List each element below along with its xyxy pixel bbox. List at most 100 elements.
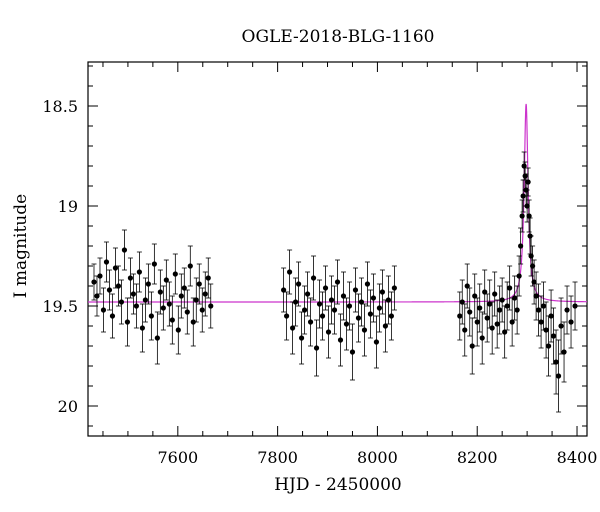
data-point [163, 277, 169, 283]
data-point [145, 281, 151, 287]
data-point [97, 273, 103, 279]
data-point [494, 321, 500, 327]
data-point [151, 261, 157, 267]
data-point [208, 303, 214, 309]
data-point [142, 297, 148, 303]
data-point [175, 327, 181, 333]
data-point [187, 263, 193, 269]
data-point [136, 269, 142, 275]
data-point [346, 303, 353, 309]
plot-area [87, 61, 588, 437]
data-point [492, 291, 498, 297]
data-point [524, 203, 530, 209]
data-point [388, 313, 394, 319]
data-point [301, 307, 308, 313]
data-point [118, 299, 125, 305]
data-point [540, 303, 547, 309]
data-point [545, 343, 552, 349]
data-point [160, 305, 166, 311]
data-point [487, 301, 493, 307]
data-point [482, 289, 488, 295]
data-point [121, 247, 128, 253]
chart-title: OGLE-2018-BLG-1160 [242, 27, 435, 47]
data-point [109, 313, 116, 319]
data-point [284, 313, 290, 319]
data-point [555, 373, 562, 379]
data-point [292, 299, 299, 305]
x-tick-label: 8000 [357, 448, 398, 467]
data-point [289, 325, 296, 331]
data-point [193, 297, 199, 303]
data-point [459, 299, 465, 305]
data-point [462, 327, 468, 333]
data-point [457, 313, 463, 319]
data-point [157, 289, 163, 295]
data-point [181, 285, 187, 291]
data-point [509, 319, 515, 325]
data-point [196, 281, 202, 287]
x-tick-labels: 7600 7800 8000 8200 8400 [157, 448, 597, 467]
data-point [538, 319, 544, 325]
data-point [391, 285, 397, 291]
data-point [169, 317, 175, 323]
data-point [548, 313, 554, 319]
data-point [558, 323, 564, 329]
data-point [464, 283, 470, 289]
data-point [550, 333, 557, 339]
data-point [319, 313, 326, 319]
data-point [518, 243, 524, 249]
data-point [385, 297, 391, 303]
data-point [520, 193, 526, 199]
x-tick-label: 8400 [557, 448, 598, 467]
x-tick-label: 7800 [257, 448, 298, 467]
y-tick-label: 19 [58, 197, 78, 216]
data-point [489, 325, 495, 331]
data-point [281, 287, 287, 293]
data-point [364, 281, 371, 287]
x-tick-label: 7600 [157, 448, 198, 467]
data-point [358, 299, 365, 305]
data-point [572, 303, 578, 309]
data-point [100, 307, 107, 313]
data-point [154, 335, 160, 341]
data-point [343, 321, 350, 327]
y-axis-label: I magnitude [11, 194, 31, 298]
data-point [127, 275, 134, 281]
data-point [531, 279, 537, 285]
data-point [516, 273, 522, 279]
data-point [91, 279, 97, 285]
data-point [166, 301, 172, 307]
data-point [334, 279, 341, 285]
data-point [477, 305, 483, 311]
y-tick-label: 20 [58, 397, 78, 416]
y-tick-label: 18.5 [42, 97, 78, 116]
data-point [331, 307, 338, 313]
data-point [361, 327, 368, 333]
data-point [379, 289, 386, 295]
data-point [148, 313, 154, 319]
data-point [474, 319, 480, 325]
data-point [564, 307, 570, 313]
data-point [367, 311, 374, 317]
data-point [316, 301, 323, 307]
data-point [497, 307, 503, 313]
y-tick-labels: 18.5 19 19.5 20 [42, 97, 78, 416]
data-point [298, 335, 305, 341]
data-point [340, 293, 347, 299]
data-point [519, 213, 525, 219]
data-point [133, 303, 140, 309]
data-point [469, 343, 475, 349]
data-point [205, 275, 211, 281]
data-point [472, 293, 478, 299]
data-point [504, 303, 510, 309]
data-point [373, 339, 380, 345]
data-point [535, 307, 542, 313]
data-point [112, 265, 119, 271]
data-point [533, 293, 539, 299]
data-point [382, 323, 389, 329]
x-tick-label: 8200 [457, 448, 498, 467]
x-axis-label: HJD - 2450000 [274, 475, 402, 495]
data-point [514, 307, 520, 313]
data-point [355, 315, 362, 321]
